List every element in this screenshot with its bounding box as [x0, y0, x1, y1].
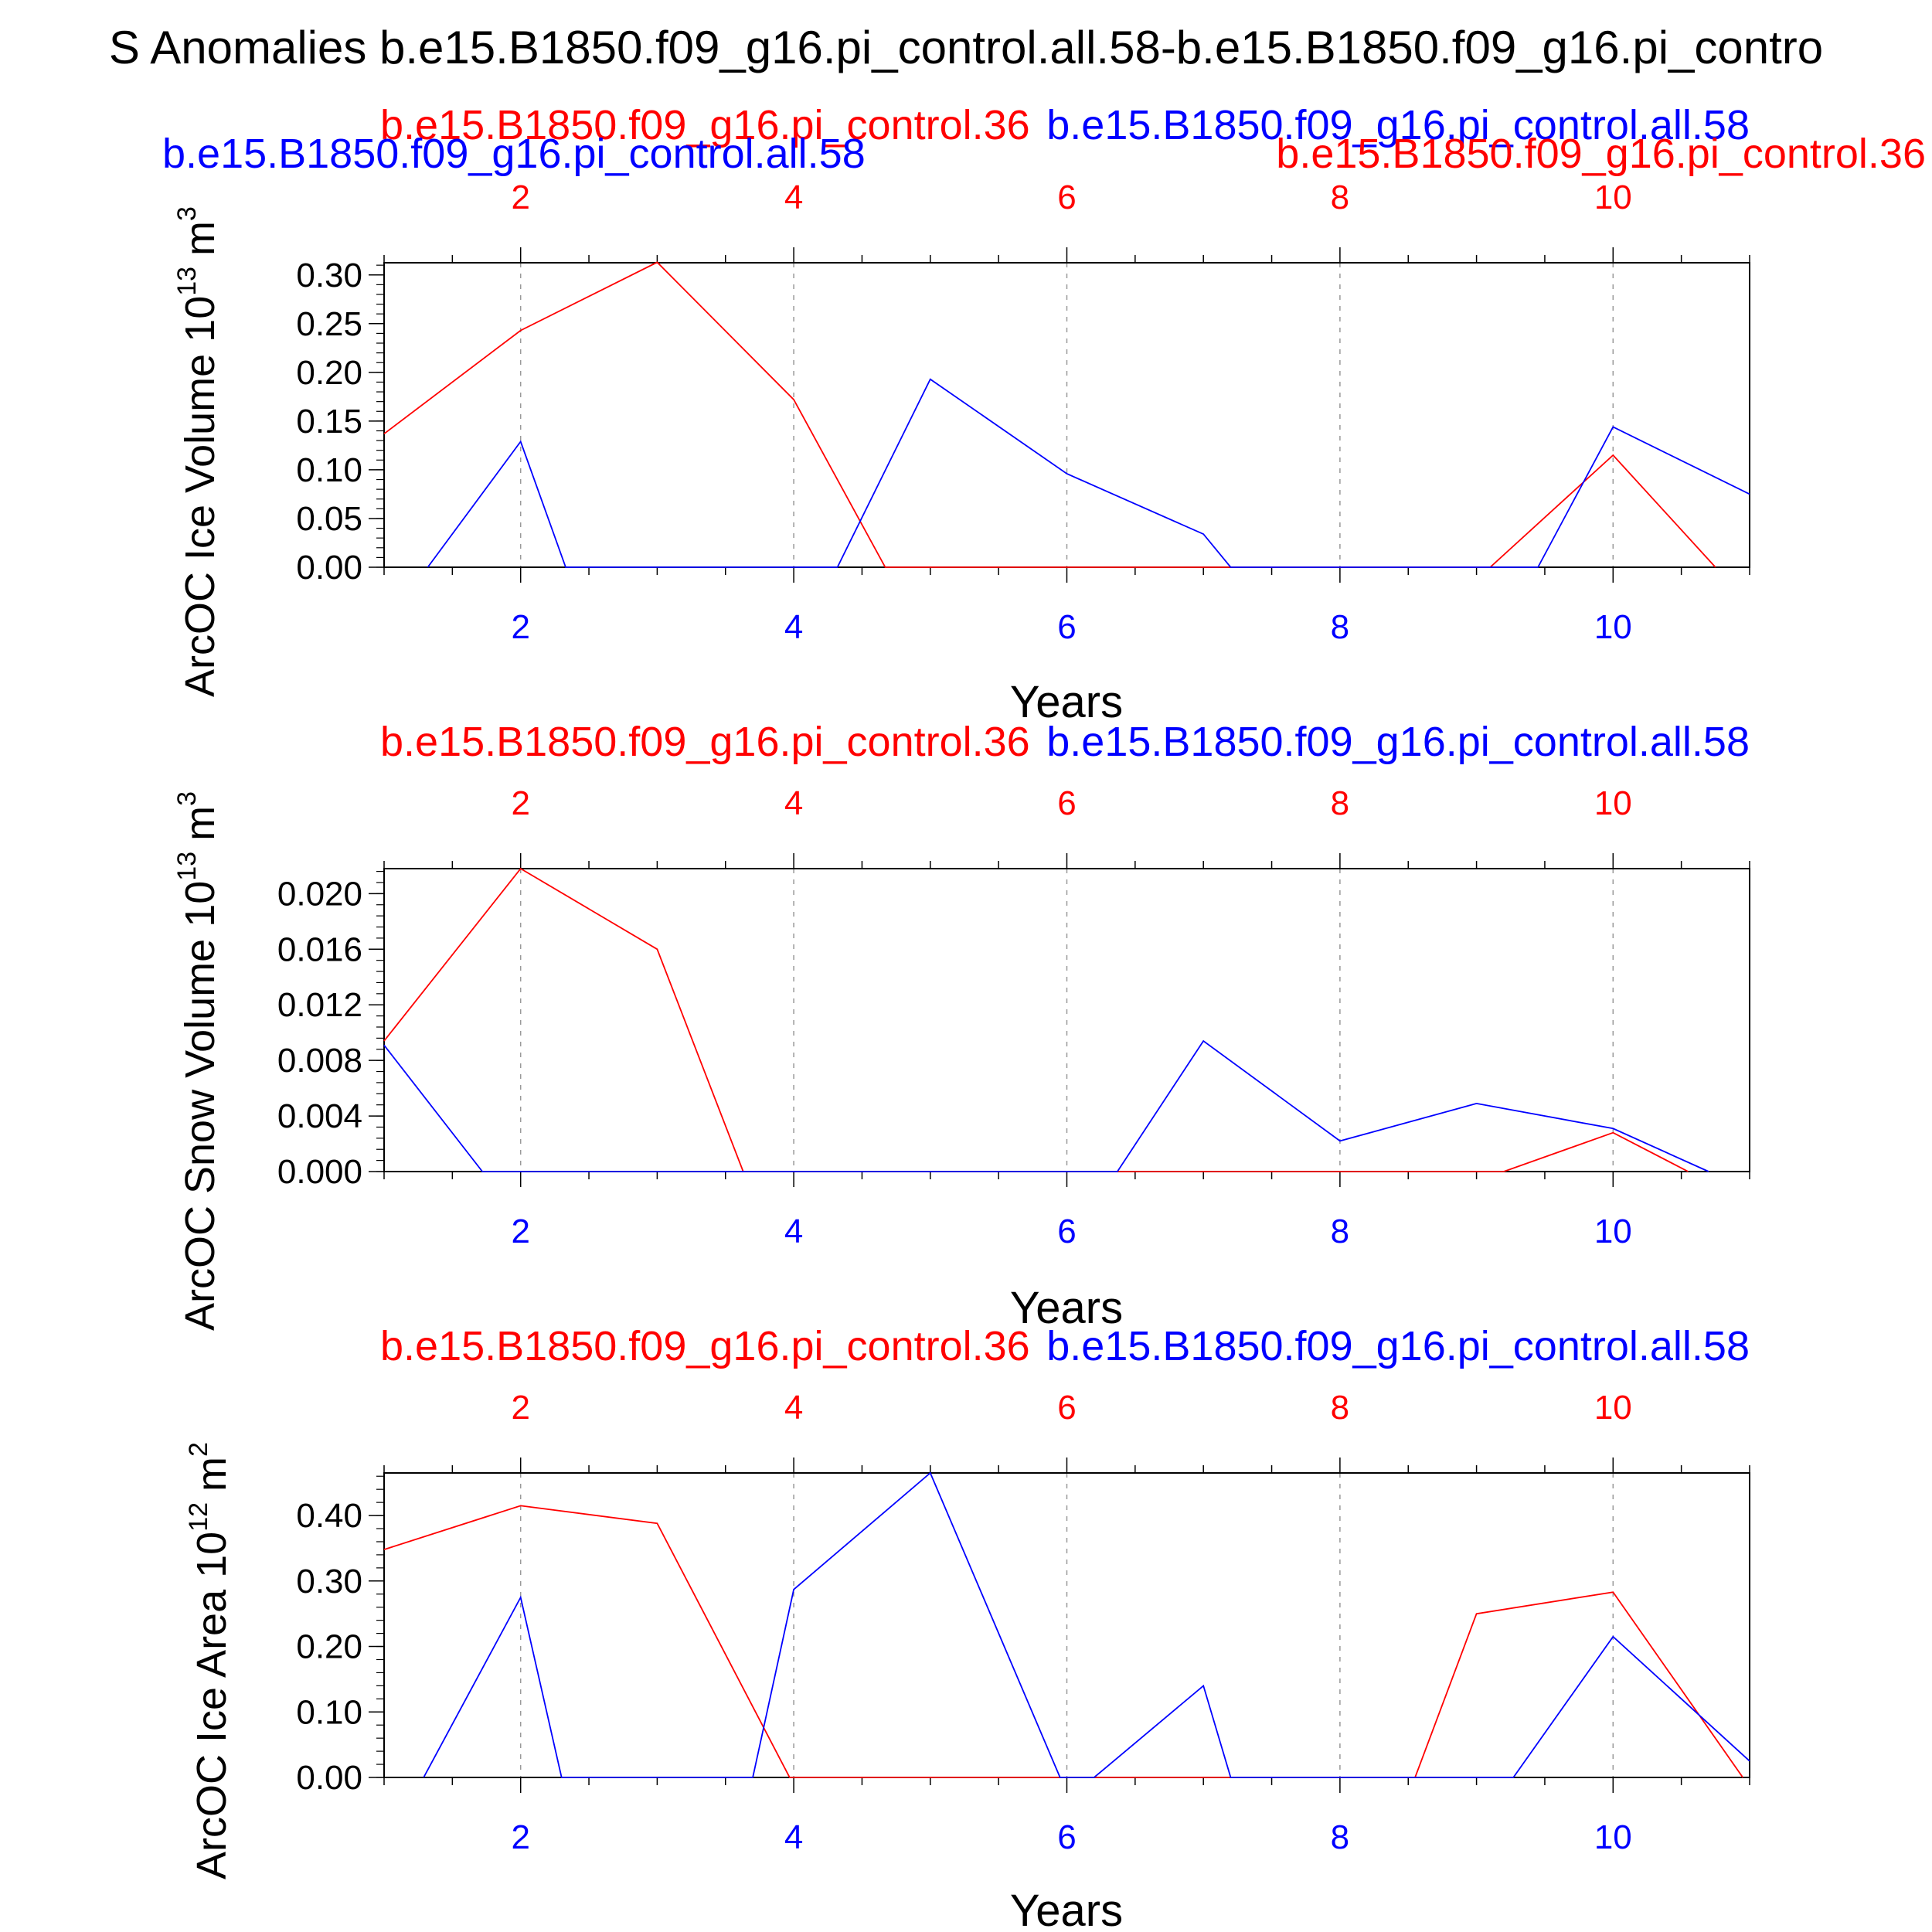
- x-tick-label-bottom: 4: [784, 1818, 803, 1856]
- y-axis-label-main: ArcOC Ice Volume 10: [177, 296, 223, 697]
- y-axis-label-main: ArcOC Snow Volume 10: [177, 881, 223, 1331]
- x-tick-label-bottom: 10: [1594, 608, 1632, 646]
- y-tick-label: 0.012: [277, 986, 362, 1024]
- panel-snow-volume: b.e15.B1850.f09_g16.pi_control.36 b.e15.…: [172, 719, 1750, 1333]
- x-tick-label-bottom: 8: [1331, 1213, 1349, 1250]
- y-tick-label: 0.00: [296, 1759, 362, 1797]
- y-tick-label: 0.40: [296, 1497, 362, 1535]
- y-tick-label: 0.20: [296, 1628, 362, 1666]
- y-axis-label-unit-exponent: 3: [172, 206, 202, 221]
- series-line-blue: [423, 1471, 1750, 1778]
- y-tick-label: 0.020: [277, 875, 362, 913]
- series-line-blue: [383, 1039, 1709, 1172]
- y-tick-label: 0.008: [277, 1042, 362, 1080]
- y-tick-label: 0.10: [296, 1693, 362, 1731]
- series-line-red: [383, 1505, 1743, 1778]
- y-tick-label: 0.00: [296, 549, 362, 587]
- x-tick-label-bottom: 2: [511, 1213, 529, 1250]
- x-tick-label-bottom: 8: [1331, 1818, 1349, 1856]
- plot-area: 2 2 4 4 6 6 8 8 10 10 0.00 0.05 0.10 0.15 0.20 0.25 0.30: [296, 179, 1750, 646]
- x-tick-label-bottom: 10: [1594, 1818, 1632, 1856]
- extra-label-left-blue: b.e15.B1850.f09_g16.pi_control.all.58: [162, 131, 866, 177]
- x-tick-label-bottom: 4: [784, 1213, 803, 1250]
- y-axis-label-exponent: 13: [172, 852, 202, 881]
- y-axis-label-exponent: 12: [184, 1502, 213, 1532]
- y-axis-label: ArcOC Snow Volume 1013 m3: [172, 791, 223, 1331]
- svg-text:ArcOC Ice Area 1012m2: ArcOC Ice Area 1012 m2: [184, 1442, 235, 1879]
- y-tick-label: 0.30: [296, 1563, 362, 1600]
- x-tick-label-top: 10: [1594, 1389, 1632, 1427]
- y-tick-label: 0.05: [296, 500, 362, 538]
- y-axis-label-unit: m: [177, 806, 223, 841]
- x-tick-label-top: 2: [511, 1389, 529, 1427]
- series-line-red: [383, 867, 1689, 1172]
- y-tick-label: 0.25: [296, 305, 362, 343]
- x-tick-label-top: 8: [1331, 784, 1349, 822]
- y-axis-label-unit-exponent: 3: [172, 791, 202, 806]
- svg-text:ArcOC Ice Volume 1013m3: ArcOC Ice Volume 1013 m3: [172, 206, 223, 697]
- series-line-red: [383, 261, 1716, 568]
- panel-title-right: b.e15.B1850.f09_g16.pi_control.all.58: [1046, 719, 1750, 765]
- x-tick-label-top: 6: [1057, 1389, 1076, 1427]
- x-tick-label-bottom: 2: [511, 608, 529, 646]
- y-tick-label: 0.20: [296, 354, 362, 392]
- plot-area: 2 2 4 4 6 6 8 8 10 10 0.00 0.10 0.20 0.30 0.40: [296, 1389, 1750, 1856]
- x-axis-label: Years: [1010, 1886, 1123, 1932]
- x-tick-label-bottom: 2: [511, 1818, 529, 1856]
- x-tick-label-top: 6: [1057, 784, 1076, 822]
- x-tick-label-top: 2: [511, 179, 529, 216]
- y-tick-label: 0.30: [296, 257, 362, 294]
- plot-area: 2 2 4 4 6 6 8 8 10 10 0.000 0.004 0.008 0.012 0.016 0.0…: [277, 784, 1750, 1250]
- x-tick-label-top: 4: [784, 784, 803, 822]
- panel-title-right: b.e15.B1850.f09_g16.pi_control.all.58: [1046, 102, 1750, 148]
- y-axis-label: ArcOC Ice Area 1012 m2: [184, 1442, 235, 1879]
- panel-ice-volume: b.e15.B1850.f09_g16.pi_control.36 b.e15.…: [162, 102, 1926, 727]
- x-tick-label-top: 6: [1057, 179, 1076, 216]
- y-axis-label-unit-exponent: 2: [184, 1442, 213, 1457]
- x-axis-label: Years: [1010, 1283, 1123, 1333]
- x-tick-label-bottom: 6: [1057, 1213, 1076, 1250]
- x-tick-label-top: 8: [1331, 179, 1349, 216]
- x-tick-label-top: 4: [784, 179, 803, 216]
- x-tick-label-bottom: 10: [1594, 1213, 1632, 1250]
- x-tick-label-bottom: 4: [784, 608, 803, 646]
- svg-text:ArcOC Snow Volume 1013m3: ArcOC Snow Volume 1013 m3: [172, 791, 223, 1331]
- y-axis-label-exponent: 13: [172, 267, 202, 296]
- x-tick-label-bottom: 6: [1057, 608, 1076, 646]
- x-tick-label-top: 8: [1331, 1389, 1349, 1427]
- x-tick-label-top: 2: [511, 784, 529, 822]
- x-axis-label: Years: [1010, 677, 1123, 727]
- panel-title-left: b.e15.B1850.f09_g16.pi_control.36: [380, 1323, 1030, 1369]
- panel-title-right: b.e15.B1850.f09_g16.pi_control.all.58: [1046, 1323, 1750, 1369]
- panel-title-left: b.e15.B1850.f09_g16.pi_control.36: [380, 719, 1030, 765]
- panel-title-left: b.e15.B1850.f09_g16.pi_control.36: [380, 102, 1030, 148]
- y-tick-label: 0.016: [277, 930, 362, 968]
- series-line-blue: [427, 378, 1750, 568]
- x-tick-label-bottom: 6: [1057, 1818, 1076, 1856]
- figure-title: S Anomalies b.e15.B1850.f09_g16.pi_contr…: [109, 22, 1823, 73]
- x-tick-label-bottom: 8: [1331, 608, 1349, 646]
- y-axis-label-unit: m: [189, 1457, 235, 1492]
- x-tick-label-top: 10: [1594, 784, 1632, 822]
- y-tick-label: 0.10: [296, 451, 362, 489]
- y-tick-label: 0.15: [296, 403, 362, 440]
- x-tick-label-top: 4: [784, 1389, 803, 1427]
- y-axis-label-unit: m: [177, 221, 223, 256]
- y-axis-label-main: ArcOC Ice Area 10: [189, 1532, 235, 1879]
- y-axis-label: ArcOC Ice Volume 1013 m3: [172, 206, 223, 697]
- x-tick-label-top: 10: [1594, 179, 1632, 216]
- extra-label-right-red: b.e15.B1850.f09_g16.pi_control.36: [1276, 131, 1926, 177]
- panel-ice-area: b.e15.B1850.f09_g16.pi_control.36 b.e15.…: [184, 1323, 1750, 1932]
- y-tick-label: 0.000: [277, 1153, 362, 1191]
- y-tick-label: 0.004: [277, 1097, 362, 1135]
